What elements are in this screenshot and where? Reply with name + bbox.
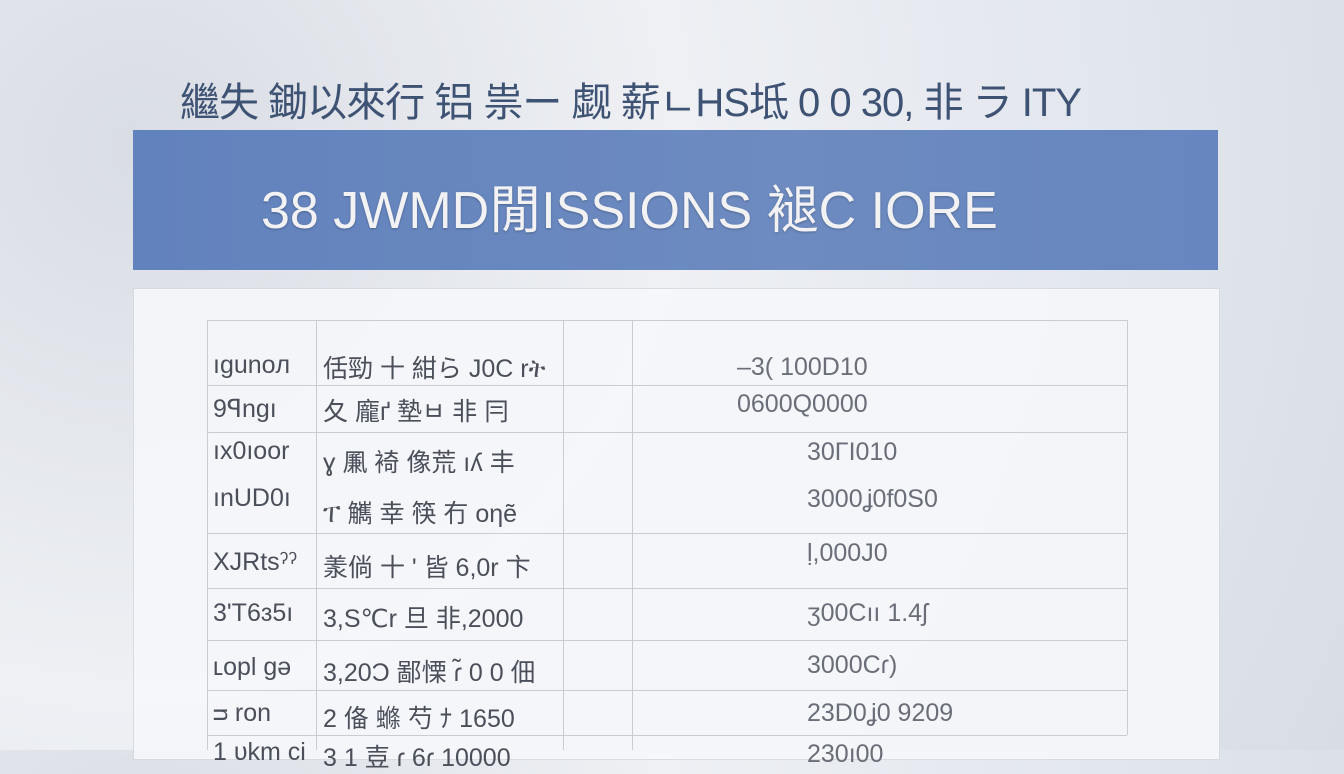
cell-description: 3 1 壴 ɾ 6ɾ 10000 — [323, 744, 511, 772]
cell-description: ፐ 觽 幸 筷 冇 oηẽ — [323, 500, 518, 528]
cell-value: –3( 100D10 — [737, 353, 868, 381]
table-row: ıgunoл 佸勁 十 紺ら J0C rት –3( 100D10 — [207, 320, 1127, 386]
cell-description: ɣ 凲 裿 像荒 ıʎ 丰 — [323, 449, 515, 477]
table-divider — [632, 320, 633, 750]
cell-description: 3,20Ɔ 鄙慄 ɾ̃ 0 0 佃 — [323, 659, 536, 687]
table-row: ᴝ ron 2 俻 螩 芍 ﾅ 1650 23D0ʝ0 9209 — [207, 690, 1127, 736]
cell-description: 羕倘 十 ' 皆 6,0r 卞 — [323, 554, 531, 582]
table-row: ıx0ıoor ɣ 凲 裿 像荒 ıʎ 丰 30ΓΙ010 — [207, 432, 1127, 481]
cell-value: 3000Cɾ) — [807, 651, 898, 679]
table-row: 9ꟼngı 夂 龐ґ 墊ㅂ 非 冃 0600Q0000 — [207, 385, 1127, 433]
page-headline: 繼失 鋤以來行 铝 祟ー 觑 薪ㄴHS坻 0 0 30, 非 ラ ITY — [180, 81, 1082, 125]
table-divider — [316, 320, 317, 750]
cell-value: 0600Q0000 — [737, 390, 868, 418]
cell-label: ᴝ ron — [213, 699, 271, 727]
table-divider — [1127, 320, 1128, 735]
cell-label: XJRtsˀˀ — [213, 548, 298, 576]
table-row: XJRtsˀˀ 羕倘 十 ' 皆 6,0r 卞 ḷ,000J0 — [207, 533, 1127, 589]
cell-label: 1 ᴜkm ci — [213, 738, 306, 766]
table-divider — [207, 320, 208, 750]
cell-description: 2 俻 螩 芍 ﾅ 1650 — [323, 705, 515, 733]
banner-title: 38 JWMD閒ISSIONS 褪C IORE — [261, 182, 998, 240]
cell-label: ʟopl gə — [213, 653, 292, 681]
cell-description: 佸勁 十 紺ら J0C rት — [323, 355, 546, 383]
cell-value: ʒ00Cıı 1.4ʃ — [807, 599, 928, 627]
table-row: ınUD0ı ፐ 觽 幸 筷 冇 oηẽ 3000ʝ0f0S0 — [207, 480, 1127, 533]
cell-label: 3'T6ɜ5ı — [213, 599, 294, 627]
cell-value: 3000ʝ0f0S0 — [807, 485, 938, 513]
table-panel — [133, 288, 1220, 760]
cell-value: ḷ,000J0 — [807, 539, 888, 567]
table-row: 3'T6ɜ5ı 3,S℃r 旦 非,2000 ʒ00Cıı 1.4ʃ — [207, 588, 1127, 641]
cell-label: 9ꟼngı — [213, 395, 277, 423]
cell-value: 23D0ʝ0 9209 — [807, 699, 954, 727]
cell-label: ıgunoл — [213, 351, 291, 379]
table-divider — [563, 320, 564, 750]
cell-label: ınUD0ı — [213, 484, 291, 512]
table-row: 1 ᴜkm ci 3 1 壴 ɾ 6ɾ 10000 230ı00 — [207, 735, 1127, 772]
cell-label: ıx0ıoor — [213, 437, 290, 465]
cell-description: 3,S℃r 旦 非,2000 — [323, 605, 524, 633]
title-banner: 38 JWMD閒ISSIONS 褪C IORE — [133, 130, 1218, 270]
cell-value: 230ı00 — [807, 740, 884, 768]
cell-description: 夂 龐ґ 墊ㅂ 非 冃 — [323, 398, 510, 426]
table-row: ʟopl gə 3,20Ɔ 鄙慄 ɾ̃ 0 0 佃 3000Cɾ) — [207, 640, 1127, 691]
cell-value: 30ΓΙ010 — [807, 438, 898, 466]
